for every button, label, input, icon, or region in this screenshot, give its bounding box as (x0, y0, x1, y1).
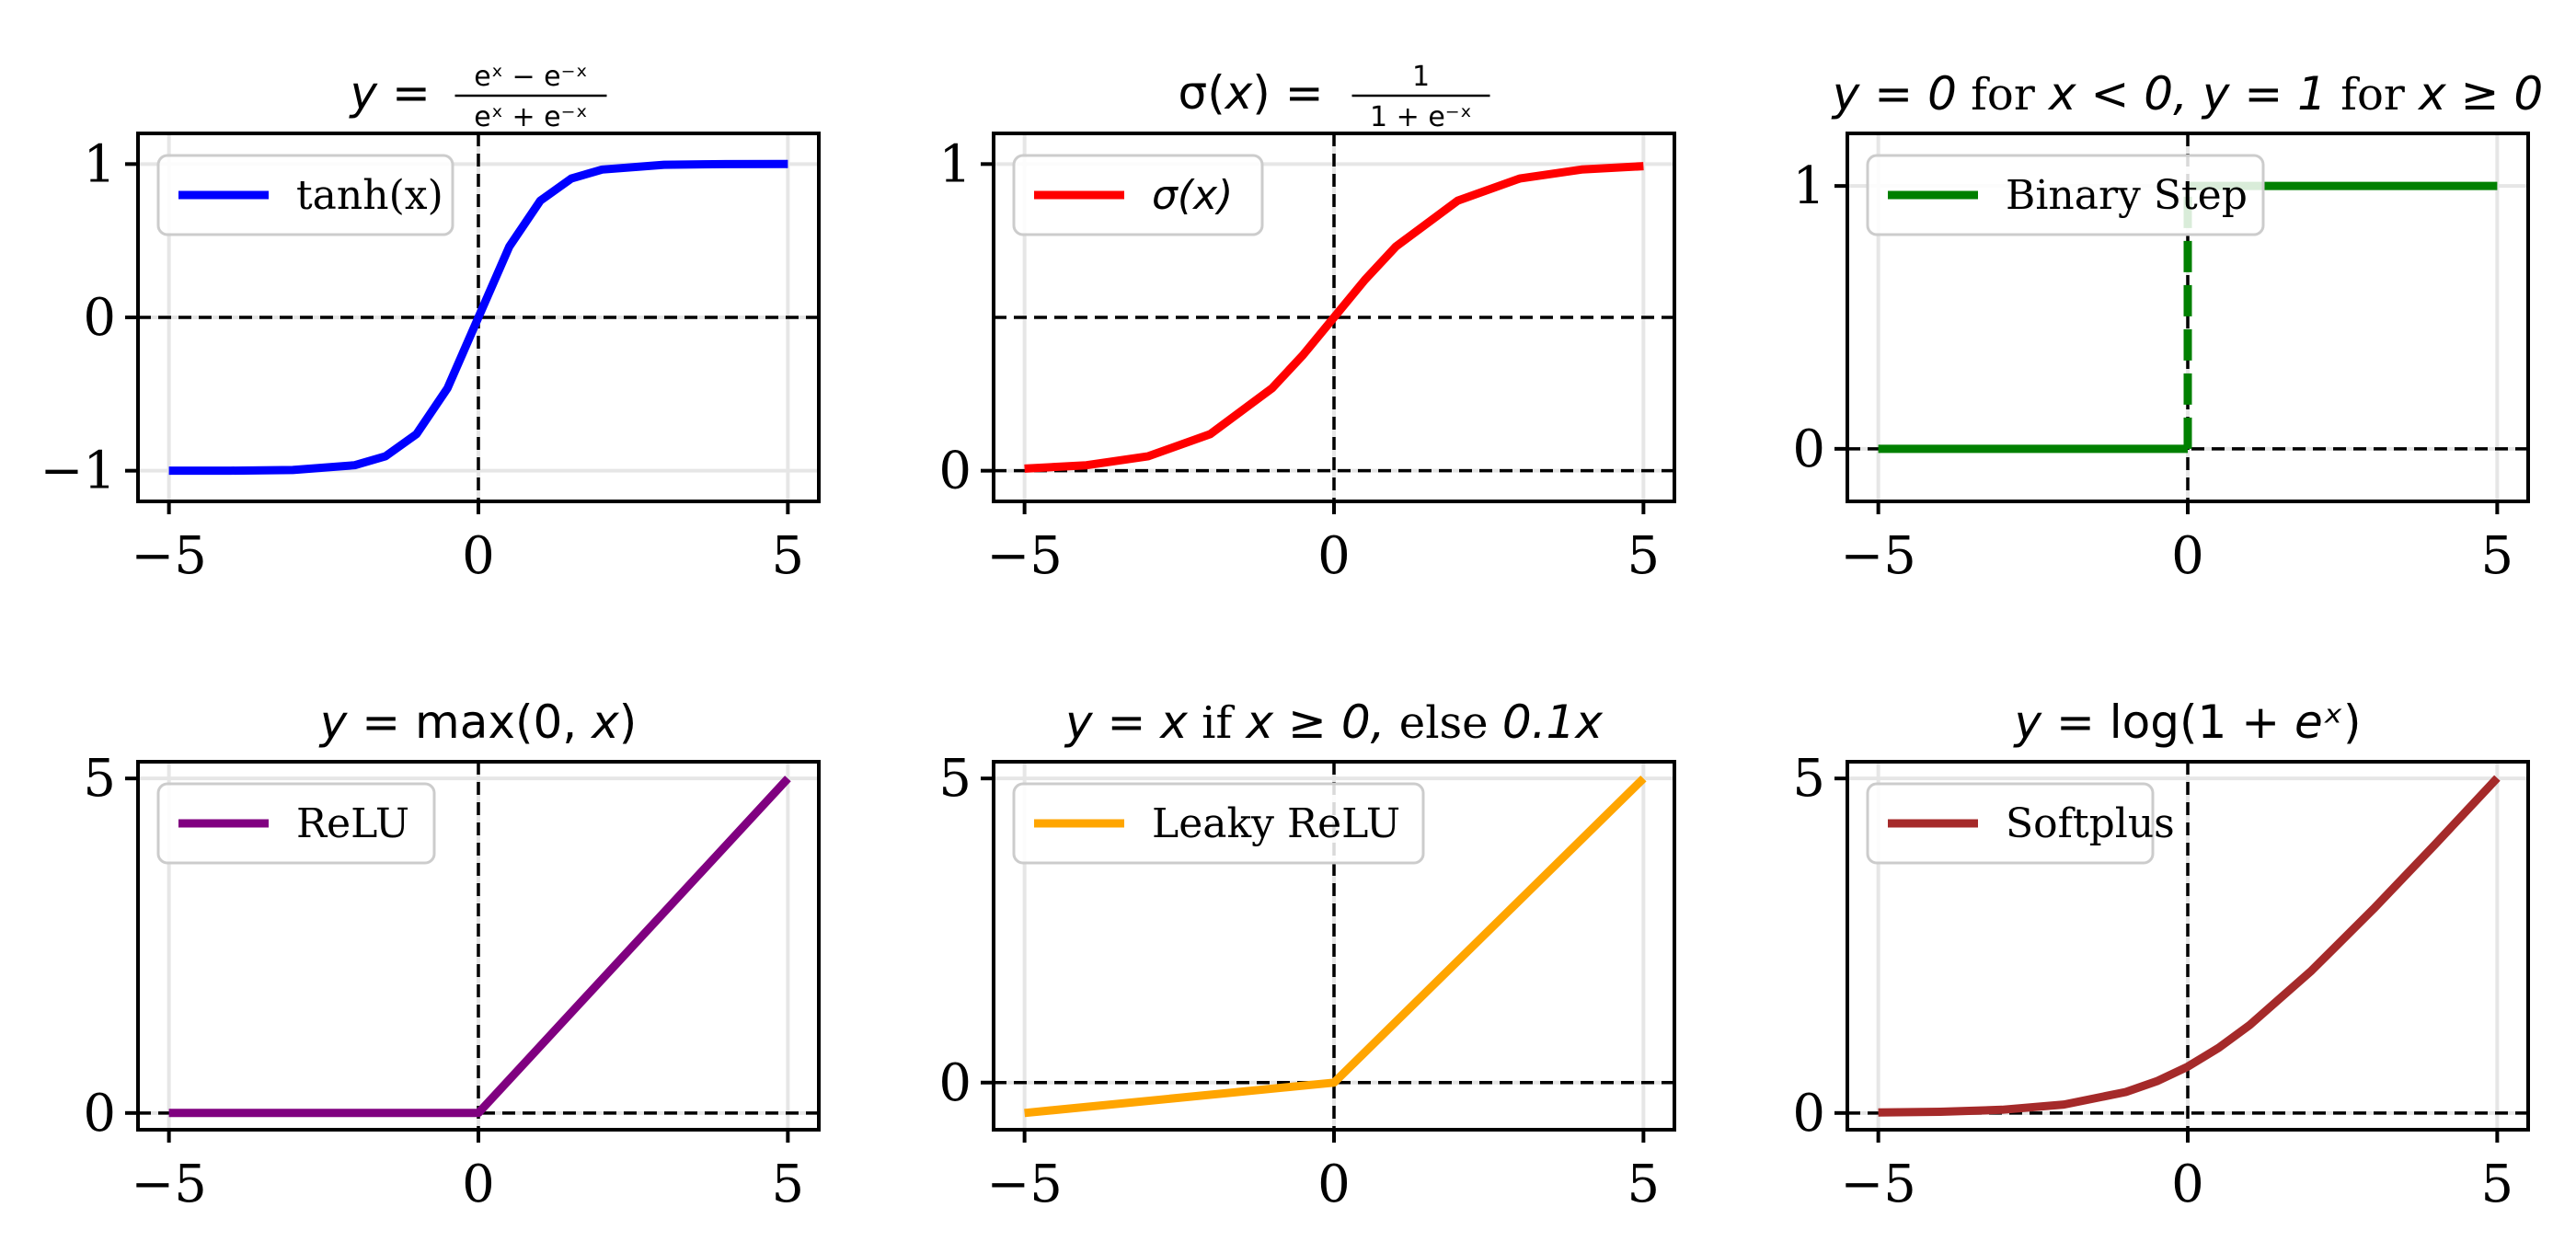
legend: σ(x) (1012, 154, 1264, 236)
panel-title: σ(x) = 1 1 + e⁻ˣ (1179, 61, 1490, 133)
legend: Leaky ReLU (1012, 782, 1425, 865)
panel-tanh: −5 0 5 −1 0 1 tanh(x) y = eˣ − e⁻ˣ eˣ + e⁻ˣ (40, 61, 821, 586)
panel-title: y = eˣ − e⁻ˣ eˣ + e⁻ˣ (349, 61, 607, 133)
x-tick-label: 0 (2171, 1155, 2204, 1214)
x-tick-label: 0 (1317, 526, 1351, 586)
x-tick-label: 5 (2481, 526, 2514, 586)
panel-softplus: −5 0 5 0 5 Softplus y = log(1 + eˣ) (1792, 695, 2530, 1214)
x-tick-label: 5 (1627, 526, 1661, 586)
x-tick-label: −5 (1840, 526, 1916, 586)
legend: tanh(x) (156, 154, 454, 236)
title-numerator: 1 (1412, 61, 1430, 93)
panel-title: y = log(1 + eˣ) (2013, 695, 2362, 749)
y-tick-label: 0 (938, 442, 972, 501)
y-tick-label: −1 (40, 442, 116, 501)
y-tick-label: 0 (1792, 1084, 1825, 1144)
legend-box (1012, 782, 1425, 865)
panel-title: y = 0 for x < 0, y = 1 for x ≥ 0 (1831, 67, 2543, 121)
legend-label: Leaky ReLU (1152, 800, 1400, 847)
x-tick-label: −5 (131, 526, 207, 586)
title-lhs: σ(x) = (1179, 66, 1324, 120)
series-line (168, 159, 788, 476)
legend: ReLU (156, 782, 436, 865)
legend: Softplus (1866, 782, 2175, 865)
panel-title: y = max(0, x) (318, 695, 637, 749)
legend-label: Binary Step (2006, 172, 2248, 219)
y-tick-label: 0 (1792, 420, 1825, 479)
x-tick-label: −5 (986, 1155, 1063, 1214)
series-line (1024, 162, 1644, 473)
title-numerator: eˣ − e⁻ˣ (474, 61, 588, 93)
series-line (168, 776, 791, 1118)
legend-label: ReLU (296, 800, 409, 847)
panel-title: y = x if x ≥ 0, else 0.1x (1064, 695, 1603, 749)
x-tick-label: 0 (462, 1155, 495, 1214)
panel-relu: −5 0 5 0 5 ReLU y = max(0, x) (83, 695, 821, 1214)
x-tick-label: 5 (772, 1155, 805, 1214)
y-tick-label: 1 (83, 134, 116, 194)
x-tick-label: 5 (2481, 1155, 2514, 1214)
x-tick-label: −5 (131, 1155, 207, 1214)
y-tick-label: 0 (83, 1084, 116, 1144)
legend-label: σ(x) (1152, 172, 1233, 219)
y-tick-label: 0 (83, 288, 116, 348)
legend-label: tanh(x) (296, 172, 443, 219)
title-denominator: 1 + e⁻ˣ (1370, 101, 1472, 133)
x-tick-label: −5 (986, 526, 1063, 586)
x-tick-label: 0 (462, 526, 495, 586)
y-tick-label: 0 (938, 1053, 972, 1113)
x-tick-label: 0 (2171, 526, 2204, 586)
legend: Binary Step (1866, 154, 2265, 236)
title-lhs: y = (349, 66, 431, 120)
y-tick-label: 1 (938, 134, 972, 194)
x-tick-label: −5 (1840, 1155, 1916, 1214)
y-tick-label: 5 (83, 749, 116, 809)
legend-box (1866, 154, 2265, 236)
series-line (1024, 775, 1647, 1118)
legend-box (156, 782, 436, 865)
title-denominator: eˣ + e⁻ˣ (474, 101, 588, 133)
legend-box (156, 154, 454, 236)
y-tick-label: 5 (1792, 749, 1825, 809)
y-tick-label: 1 (1792, 156, 1825, 216)
legend-box (1866, 782, 2155, 865)
legend-label: Softplus (2006, 800, 2175, 847)
series-line (1878, 775, 2501, 1117)
legend-box (1012, 154, 1264, 236)
x-tick-label: 5 (772, 526, 805, 586)
x-tick-label: 0 (1317, 1155, 1351, 1214)
y-tick-label: 5 (938, 749, 972, 809)
panel-step: −5 0 5 0 1 Binary Step y = 0 for x < 0, y = 1 … (1792, 67, 2543, 586)
x-tick-label: 5 (1627, 1155, 1661, 1214)
